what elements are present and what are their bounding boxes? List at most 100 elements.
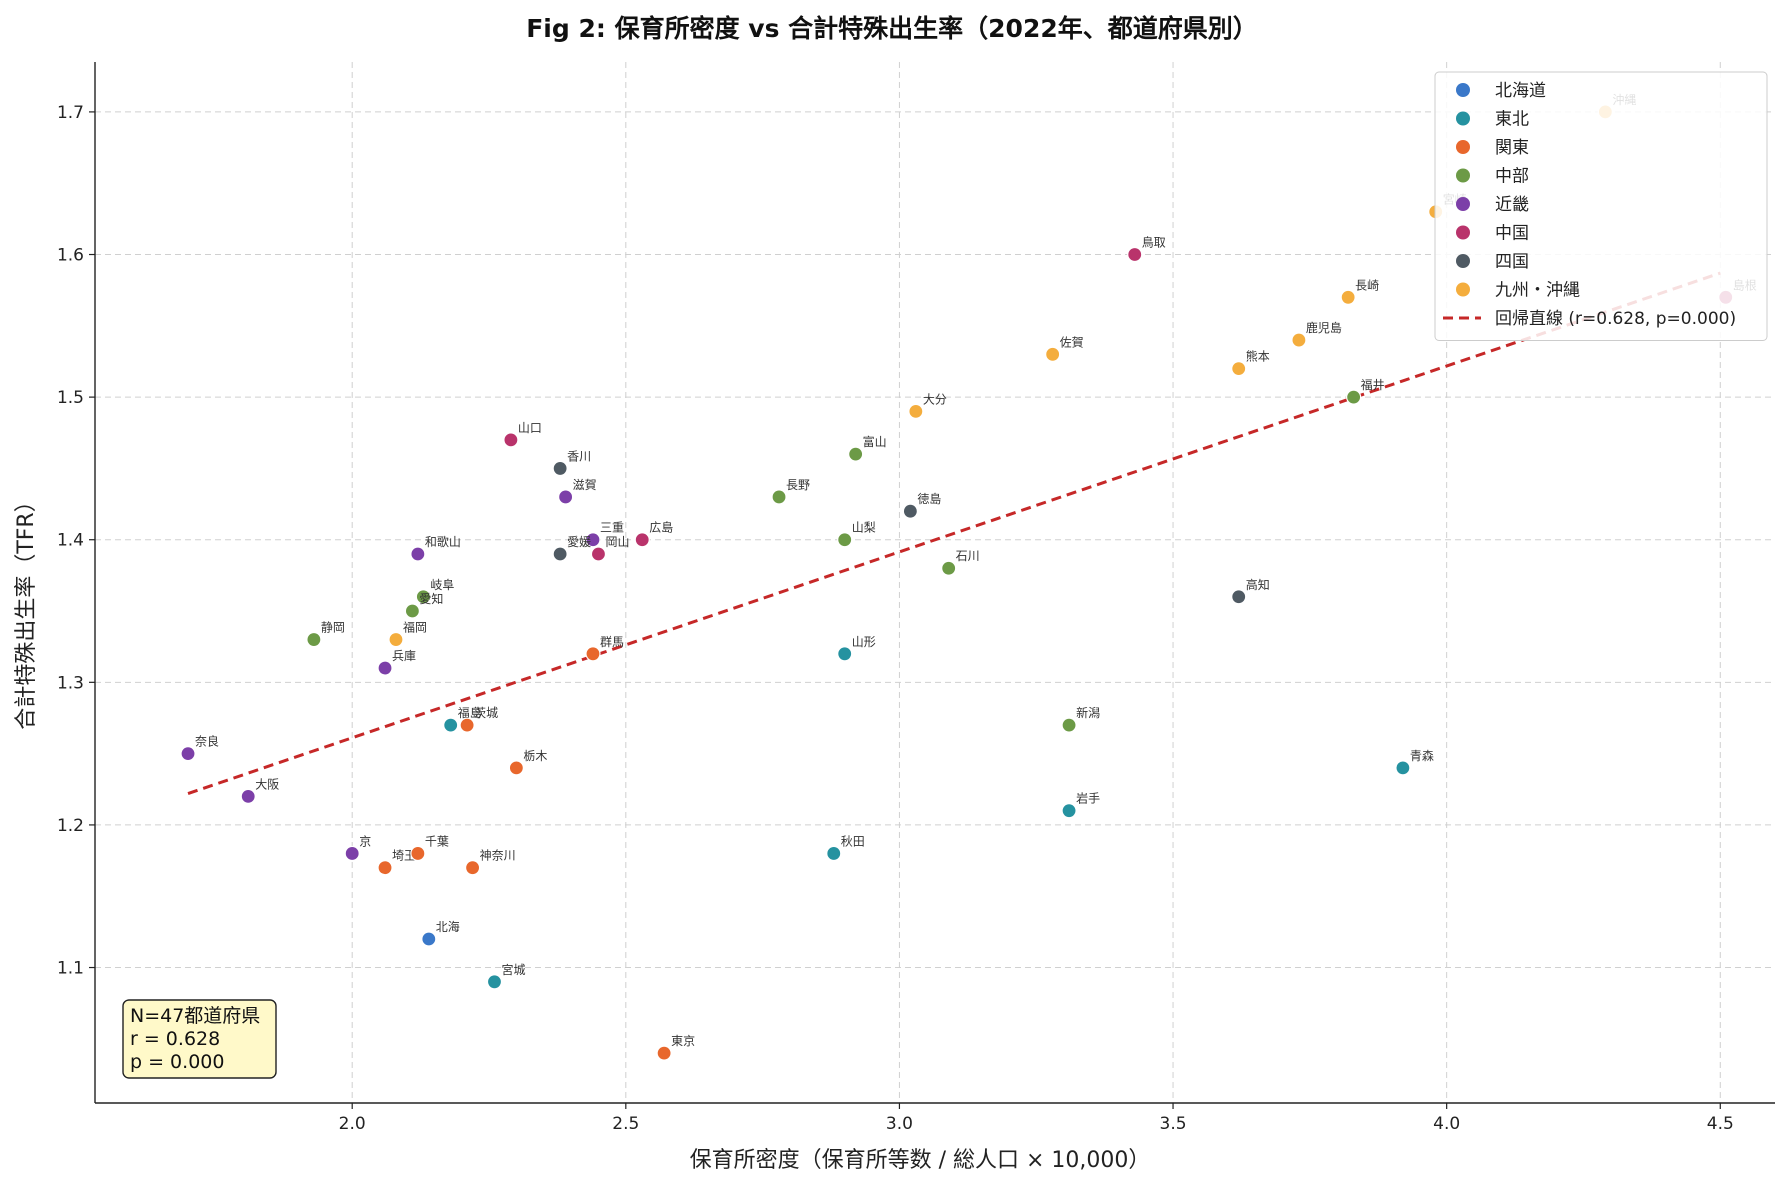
- legend-marker: [1456, 83, 1470, 97]
- data-point: [552, 460, 568, 477]
- legend-frame: [1434, 71, 1768, 341]
- y-tick-label: 1.1: [57, 959, 84, 979]
- point-label: 岐阜: [430, 578, 454, 592]
- point-label: 徳島: [917, 491, 941, 506]
- chart-title: Fig 2: 保育所密度 vs 合計特殊出生率（2022年、都道府県別）: [526, 14, 1258, 43]
- x-tick-label: 2.0: [339, 1114, 366, 1134]
- y-tick-label: 1.3: [57, 673, 84, 693]
- stats-line: r = 0.628: [130, 1028, 220, 1050]
- point-label: 長崎: [1355, 278, 1379, 292]
- legend-marker: [1456, 225, 1470, 240]
- point-label: 三重: [600, 521, 624, 535]
- x-tick-label: 3.0: [886, 1114, 913, 1134]
- point-label: 熊本: [1246, 349, 1270, 364]
- data-point: [908, 403, 924, 419]
- data-point: [503, 432, 519, 448]
- data-point: [771, 489, 787, 505]
- x-tick-label: 2.5: [612, 1114, 639, 1134]
- x-tick-label: 4.0: [1433, 1114, 1460, 1134]
- data-point: [421, 931, 437, 947]
- point-label: 栃木: [523, 749, 547, 763]
- point-label: 静岡: [321, 621, 345, 635]
- point-label: 山梨: [852, 521, 876, 535]
- data-point: [585, 646, 601, 662]
- legend-label: 四国: [1495, 252, 1529, 272]
- legend-label: 近畿: [1495, 195, 1529, 215]
- legend-label: 中部: [1495, 167, 1529, 187]
- data-point: [410, 546, 426, 562]
- y-tick-label: 1.7: [57, 103, 84, 123]
- point-label: 青森: [1410, 748, 1434, 763]
- data-point: [941, 560, 957, 576]
- data-point: [552, 546, 568, 562]
- data-point: [634, 532, 650, 548]
- data-point: [1346, 389, 1362, 405]
- data-point: [848, 446, 864, 462]
- data-point: [585, 532, 601, 548]
- data-point: [508, 760, 524, 776]
- point-label: 福井: [1361, 377, 1385, 392]
- y-tick-label: 1.4: [57, 531, 84, 551]
- legend-label: 関東: [1495, 138, 1529, 158]
- point-label: 神奈川: [480, 849, 516, 863]
- data-point: [1061, 717, 1077, 733]
- regression-line: [187, 271, 1721, 795]
- point-label: 香川: [567, 449, 591, 463]
- point-label: 北海: [436, 919, 460, 934]
- data-point: [180, 746, 196, 762]
- x-axis-label: 保育所密度（保育所等数 / 総人口 × 10,000）: [690, 1148, 1151, 1173]
- point-label: 埼玉: [392, 849, 416, 863]
- data-point: [410, 845, 426, 862]
- data-point: [1045, 346, 1061, 362]
- point-label: 岩手: [1076, 791, 1100, 806]
- point-label: 宮城: [501, 962, 525, 977]
- data-point: [443, 717, 459, 733]
- data-point: [1127, 246, 1143, 263]
- data-point: [558, 489, 574, 505]
- point-label: 群馬: [600, 635, 624, 649]
- point-label: 大分: [923, 392, 947, 406]
- point-label: 千葉: [425, 834, 449, 848]
- data-point: [388, 631, 404, 648]
- data-point: [1061, 803, 1077, 819]
- data-point: [459, 717, 475, 733]
- point-label: 長野: [786, 478, 810, 492]
- y-axis-label: 合計特殊出生率（TFR）: [14, 490, 39, 729]
- point-label: 滋賀: [573, 478, 597, 492]
- x-tick-label: 4.5: [1707, 1114, 1734, 1134]
- data-point: [377, 860, 393, 876]
- point-label: 福岡: [403, 620, 427, 635]
- point-label: 広島: [649, 520, 673, 535]
- x-tick-label: 3.5: [1160, 1114, 1187, 1134]
- legend-label: 中国: [1495, 224, 1529, 244]
- point-label: 茨城: [474, 706, 498, 720]
- point-label: 新潟: [1076, 705, 1100, 720]
- legend-marker: [1456, 254, 1470, 268]
- point-label: 京: [359, 834, 371, 848]
- legend-label: 北海道: [1495, 81, 1546, 101]
- y-tick-label: 1.6: [57, 246, 84, 266]
- data-point: [377, 660, 393, 676]
- point-label: 秋田: [841, 834, 865, 848]
- data-point: [404, 603, 420, 619]
- point-label: 大阪: [255, 777, 279, 791]
- data-point: [344, 845, 360, 862]
- data-point: [837, 646, 853, 662]
- data-point: [1291, 332, 1307, 348]
- data-point: [837, 532, 853, 548]
- stats-line: N=47都道府県: [130, 1005, 260, 1027]
- data-point: [826, 845, 842, 862]
- data-point: [306, 631, 322, 648]
- legend-label: 回帰直線 (r=0.628, p=0.000): [1495, 309, 1736, 329]
- legend-marker: [1456, 282, 1470, 297]
- legend-marker: [1456, 197, 1470, 211]
- data-point: [240, 788, 256, 805]
- point-label: 奈良: [195, 734, 219, 749]
- point-label: 石川: [956, 549, 980, 563]
- point-label: 岡山: [605, 535, 629, 549]
- data-point: [590, 546, 607, 562]
- axes: 2.0 2.5 3.0 3.5 4.0 4.5 1.1 1.2 1.3 1.4 1.5 1.6 1.7: [57, 62, 1775, 1134]
- point-label: 兵庫: [392, 649, 416, 663]
